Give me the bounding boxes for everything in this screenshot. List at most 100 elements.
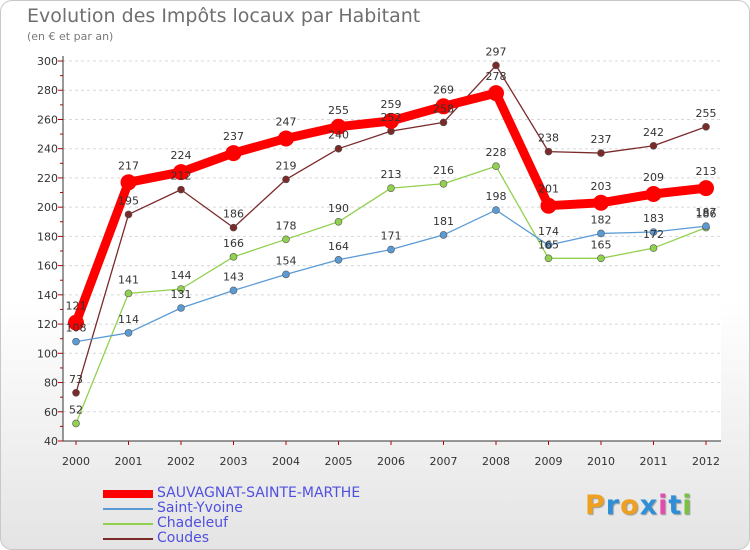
- legend-swatch: [103, 537, 153, 540]
- x-tick-label: 2012: [692, 455, 720, 468]
- data-point: [439, 231, 448, 239]
- x-tick-label: 2002: [167, 455, 195, 468]
- logo-letter: o: [620, 490, 640, 521]
- data-label: 198: [486, 190, 507, 203]
- data-label: 216: [433, 164, 454, 177]
- data-label: 165: [538, 238, 559, 251]
- data-point: [334, 144, 343, 153]
- data-point: [177, 185, 185, 194]
- data-point: [645, 186, 662, 202]
- data-label: 240: [328, 129, 349, 142]
- legend-item: Chadeleuf: [103, 516, 228, 531]
- data-point: [435, 98, 452, 115]
- data-label: 171: [381, 230, 402, 243]
- x-tick-label: 2010: [587, 455, 615, 468]
- data-label: 114: [118, 313, 139, 326]
- y-tick-label: 220: [37, 172, 58, 185]
- data-label: 247: [276, 115, 297, 128]
- data-label: 217: [118, 159, 139, 172]
- data-label: 144: [171, 269, 192, 282]
- x-tick-label: 2008: [482, 455, 510, 468]
- x-tick-label: 2001: [115, 455, 143, 468]
- legend-label: Saint-Yvoine: [157, 500, 243, 516]
- data-label: 259: [381, 98, 402, 111]
- y-tick-label: 280: [37, 84, 58, 97]
- x-tick-label: 2003: [220, 455, 248, 468]
- y-tick-label: 200: [37, 201, 58, 214]
- data-label: 228: [486, 146, 507, 159]
- data-point: [544, 241, 553, 249]
- x-tick-label: 2004: [272, 455, 300, 468]
- data-point: [593, 194, 609, 211]
- data-point: [544, 254, 553, 263]
- data-point: [492, 61, 500, 70]
- y-tick-label: 80: [44, 377, 58, 390]
- data-label: 73: [69, 373, 83, 386]
- data-point: [387, 245, 395, 254]
- data-point: [120, 174, 137, 191]
- y-tick-label: 60: [44, 406, 58, 419]
- data-point: [488, 85, 504, 102]
- data-point: [124, 329, 133, 337]
- data-label: 178: [276, 219, 297, 232]
- data-label: 213: [381, 168, 402, 181]
- data-point: [330, 118, 347, 135]
- data-point: [229, 286, 238, 295]
- logo-letter: r: [605, 490, 621, 521]
- legend-swatch: [103, 522, 153, 525]
- data-label: 164: [328, 240, 349, 253]
- data-label: 238: [538, 132, 559, 145]
- data-label: 237: [223, 130, 244, 143]
- x-tick-label: 2011: [640, 455, 668, 468]
- data-point: [68, 314, 84, 331]
- data-label: 219: [276, 159, 297, 172]
- legend-label: Coudes: [157, 530, 210, 546]
- data-label: 108: [66, 322, 87, 335]
- data-label: 190: [328, 202, 349, 215]
- data-label: 269: [433, 83, 454, 96]
- x-tick-label: 2009: [535, 455, 563, 468]
- x-tick-label: 2007: [430, 455, 458, 468]
- data-label: 242: [643, 126, 664, 139]
- y-tick-label: 260: [37, 113, 58, 126]
- data-point: [229, 253, 238, 261]
- data-label: 213: [696, 165, 717, 178]
- data-label: 174: [538, 225, 559, 238]
- data-point: [225, 145, 242, 162]
- data-point: [282, 235, 290, 244]
- legend-label: Chadeleuf: [157, 515, 229, 531]
- data-point: [649, 228, 658, 236]
- data-label: 183: [643, 212, 664, 225]
- data-point: [698, 180, 714, 197]
- data-point: [72, 337, 80, 346]
- data-point: [439, 118, 448, 127]
- data-label: 224: [171, 149, 192, 162]
- logo-letter: i: [682, 490, 693, 521]
- data-label: 172: [643, 228, 664, 241]
- data-point: [492, 162, 500, 171]
- data-label: 187: [696, 206, 717, 219]
- data-label: 195: [118, 194, 139, 207]
- data-point: [334, 255, 343, 264]
- data-point: [649, 244, 658, 252]
- data-point: [282, 175, 290, 184]
- data-label: 182: [591, 213, 612, 226]
- data-point: [229, 223, 238, 232]
- data-point: [597, 254, 605, 263]
- data-label: 201: [538, 183, 559, 196]
- y-tick-label: 100: [37, 347, 58, 360]
- data-label: 297: [486, 45, 507, 58]
- data-point: [177, 285, 185, 293]
- data-point: [278, 130, 294, 147]
- data-label: 203: [591, 180, 612, 193]
- data-point: [387, 184, 395, 192]
- y-tick-label: 180: [37, 230, 58, 243]
- logo-letter: t: [668, 490, 683, 521]
- data-point: [439, 179, 448, 188]
- data-point: [702, 122, 710, 131]
- data-label: 212: [171, 170, 192, 183]
- data-label: 237: [591, 133, 612, 146]
- legend-item: Coudes: [103, 531, 209, 546]
- data-point: [72, 388, 80, 397]
